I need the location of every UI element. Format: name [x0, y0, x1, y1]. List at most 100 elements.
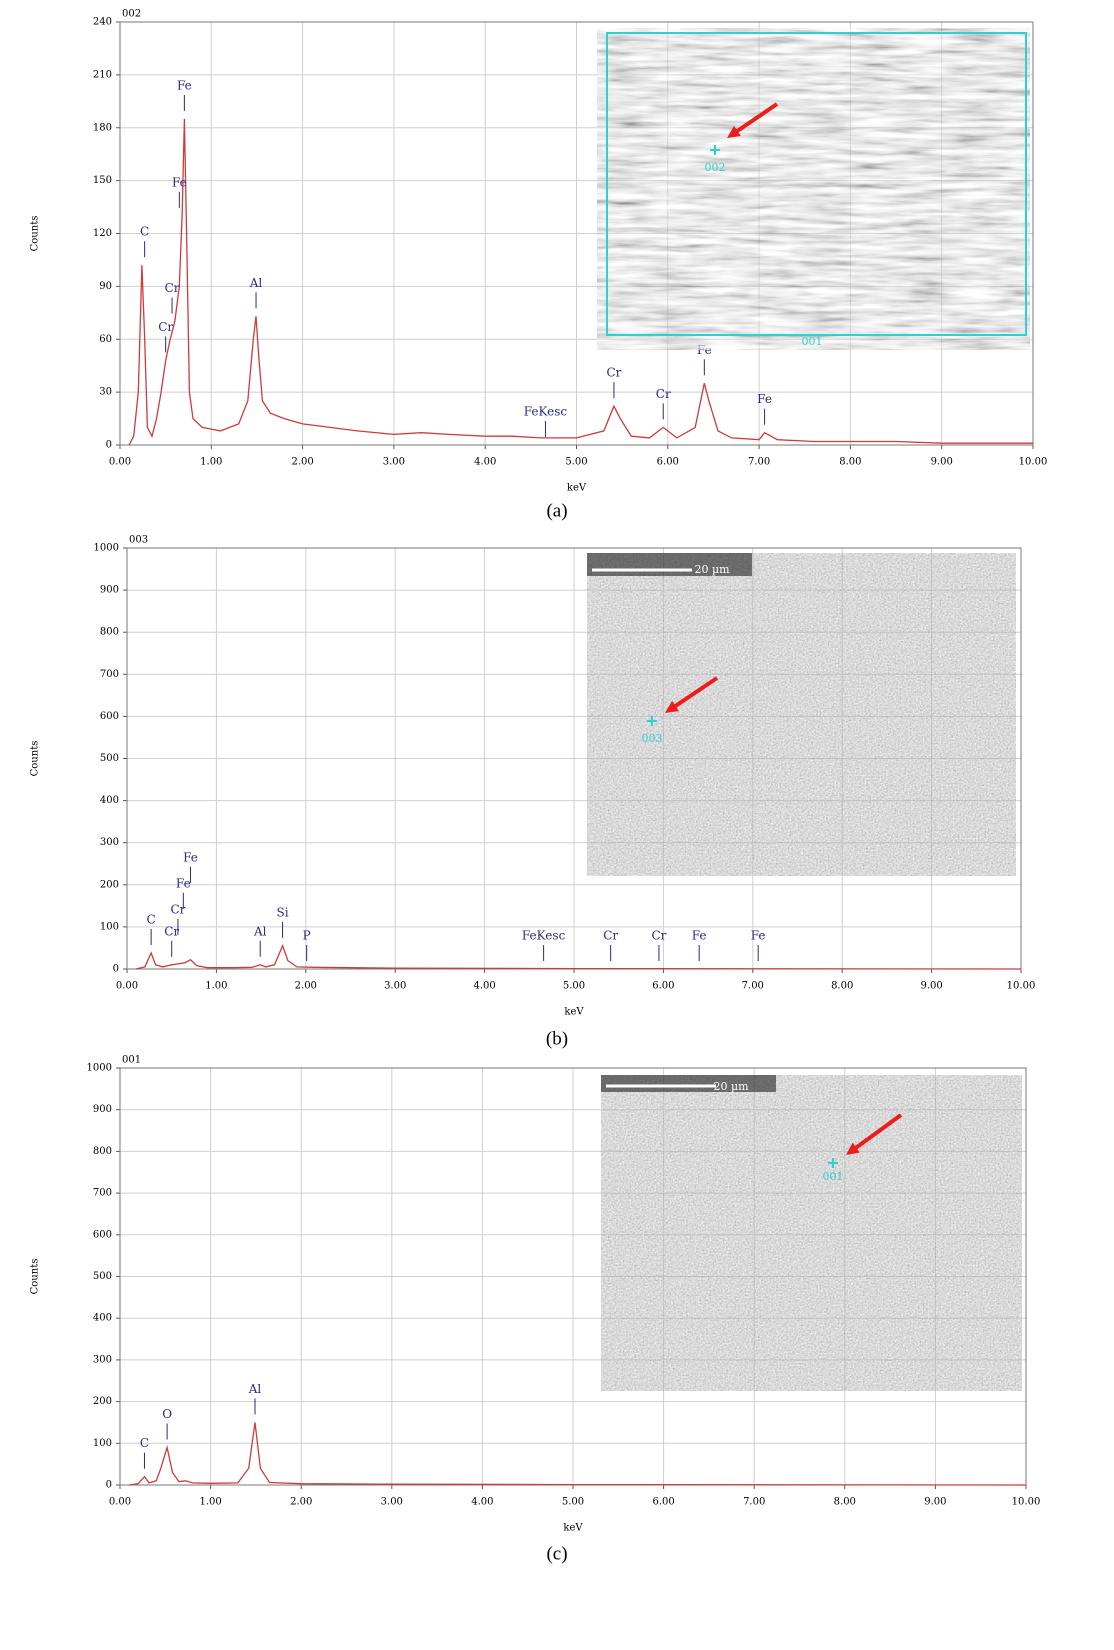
- x-axis-label: keV: [567, 483, 587, 494]
- y-axis-label: Counts: [30, 216, 41, 252]
- y-tick-label: 700: [93, 1188, 112, 1199]
- caption: (b): [546, 1028, 568, 1049]
- peak-label: Cr: [656, 387, 671, 401]
- sem-image: [601, 1075, 1022, 1391]
- peak-label: FeKesc: [524, 405, 568, 419]
- y-tick-label: 400: [93, 1313, 112, 1324]
- peak-label: Cr: [651, 929, 666, 943]
- x-tick-label: 9.00: [931, 457, 953, 468]
- y-axis-label: Counts: [30, 741, 41, 777]
- y-tick-label: 200: [100, 879, 119, 890]
- y-tick-label: 100: [93, 1438, 112, 1449]
- x-tick-label: 2.00: [290, 1497, 312, 1508]
- page: 0.00 1.00 2.00 3.00 4.00 5.00 6.00 7.00 8.00 9.00…: [0, 0, 1114, 1650]
- peak-label: C: [147, 913, 156, 927]
- x-tick-label: 4.00: [471, 1497, 493, 1508]
- peak-label: Cr: [606, 366, 621, 380]
- caption: (a): [546, 500, 567, 521]
- sem-image: [597, 28, 1030, 350]
- y-tick-label: 30: [99, 387, 112, 398]
- peak-label: Al: [253, 924, 267, 938]
- peak-label: Cr: [165, 281, 180, 295]
- y-tick-label: 600: [100, 711, 119, 722]
- x-axis-label: keV: [564, 1007, 584, 1018]
- peak-label: Fe: [177, 78, 192, 92]
- peak-label: Cr: [603, 929, 618, 943]
- y-tick-label: 180: [93, 122, 112, 133]
- y-tick-label: 240: [93, 17, 112, 28]
- scale-label: 20 µm: [694, 563, 730, 576]
- x-tick-label: 2.00: [295, 981, 317, 992]
- x-tick-label: 7.00: [743, 1497, 765, 1508]
- chart-title: 001: [122, 1055, 141, 1066]
- peak-label: P: [303, 929, 311, 943]
- peak-label: FeKesc: [522, 929, 566, 943]
- peak-label: Al: [249, 276, 263, 290]
- y-tick-label: 300: [100, 837, 119, 848]
- y-tick-label: 500: [93, 1271, 112, 1282]
- inset-label: 002: [705, 161, 726, 174]
- y-tick-label: 900: [100, 585, 119, 596]
- peak-label: O: [162, 1407, 172, 1421]
- peak-label: C: [140, 225, 149, 239]
- sem-image: [587, 553, 1016, 876]
- x-tick-label: 6.00: [652, 981, 674, 992]
- inset-label: 001: [823, 1170, 844, 1183]
- peak-label: Cr: [158, 320, 173, 334]
- caption: (c): [546, 1543, 567, 1564]
- x-tick-label: 0.00: [109, 457, 131, 468]
- peak-label: Fe: [757, 392, 772, 406]
- x-tick-label: 8.00: [839, 457, 861, 468]
- x-tick-label: 10.00: [1019, 457, 1048, 468]
- chart-title: 002: [122, 9, 141, 20]
- y-tick-label: 90: [99, 281, 112, 292]
- chart-title: 003: [129, 535, 148, 546]
- y-tick-label: 700: [100, 669, 119, 680]
- x-tick-label: 10.00: [1012, 1497, 1041, 1508]
- x-tick-label: 8.00: [831, 981, 853, 992]
- peak-label: Fe: [692, 929, 707, 943]
- peak-label: Fe: [751, 929, 766, 943]
- x-tick-label: 2.00: [291, 457, 313, 468]
- scale-label: 20 µm: [713, 1080, 749, 1093]
- y-tick-label: 300: [93, 1354, 112, 1365]
- y-tick-label: 800: [93, 1146, 112, 1157]
- x-tick-label: 5.00: [565, 457, 587, 468]
- x-tick-label: 1.00: [205, 981, 227, 992]
- x-tick-label: 4.00: [474, 457, 496, 468]
- x-tick-label: 5.00: [562, 1497, 584, 1508]
- x-tick-label: 7.00: [742, 981, 764, 992]
- peak-label: Al: [248, 1382, 262, 1396]
- x-tick-label: 6.00: [652, 1497, 674, 1508]
- y-tick-label: 1000: [94, 543, 119, 554]
- y-tick-label: 100: [100, 921, 119, 932]
- x-tick-label: 4.00: [473, 981, 495, 992]
- y-tick-label: 0: [106, 440, 112, 451]
- x-tick-label: 9.00: [920, 981, 942, 992]
- x-tick-label: 0.00: [116, 981, 138, 992]
- x-tick-label: 3.00: [381, 1497, 403, 1508]
- x-tick-label: 3.00: [383, 457, 405, 468]
- spectrum-line: [129, 1423, 1026, 1486]
- y-tick-label: 0: [106, 1480, 112, 1491]
- y-tick-label: 150: [93, 175, 112, 186]
- y-tick-label: 400: [100, 795, 119, 806]
- inset-label: 001: [802, 335, 823, 348]
- peak-label: Fe: [183, 850, 198, 864]
- x-tick-label: 3.00: [384, 981, 406, 992]
- x-tick-label: 6.00: [657, 457, 679, 468]
- x-tick-label: 8.00: [834, 1497, 856, 1508]
- x-tick-label: 7.00: [748, 457, 770, 468]
- peak-label: Cr: [164, 924, 179, 938]
- y-tick-label: 200: [93, 1396, 112, 1407]
- y-axis-label: Counts: [30, 1259, 41, 1295]
- y-tick-label: 600: [93, 1229, 112, 1240]
- y-tick-label: 210: [93, 69, 112, 80]
- spectrum-line: [136, 946, 1021, 969]
- x-tick-label: 1.00: [200, 457, 222, 468]
- x-axis-label: keV: [563, 1523, 583, 1534]
- x-tick-label: 10.00: [1007, 981, 1036, 992]
- y-tick-label: 800: [100, 627, 119, 638]
- figure: 0.00 1.00 2.00 3.00 4.00 5.00 6.00 7.00 8.00 9.00…: [0, 0, 1114, 1650]
- scale-bar-bg: [601, 1075, 776, 1092]
